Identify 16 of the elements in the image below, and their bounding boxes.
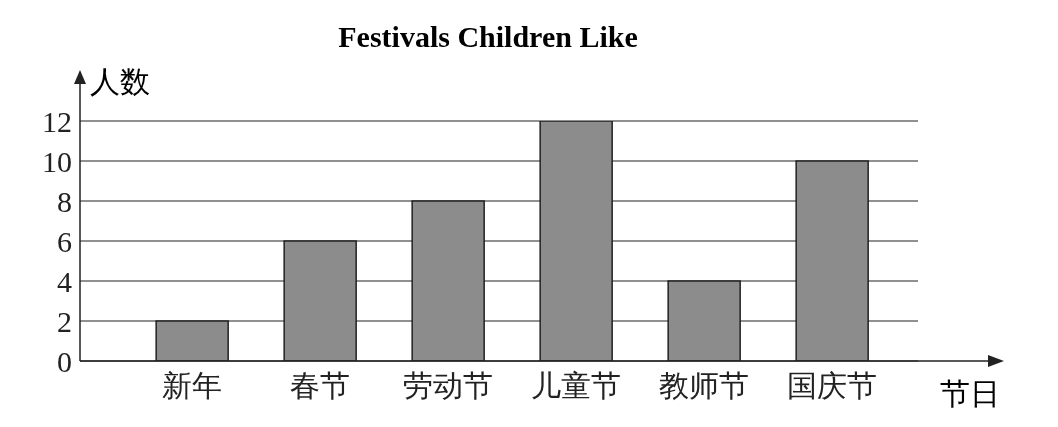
chart-title: Festivals Children Like (337, 20, 639, 54)
y-tick-label: 12 (42, 104, 72, 138)
x-tick-label: 教师节 (659, 369, 749, 403)
x-tick-label: 新年 (162, 369, 222, 403)
y-tick-label: 8 (57, 184, 72, 218)
y-axis-title: 人数 (90, 64, 150, 100)
y-tick-label: 2 (57, 304, 72, 338)
x-tick-label: 儿童节 (531, 369, 621, 403)
x-tick-label: 春节 (290, 369, 350, 403)
y-tick-label: 10 (42, 144, 72, 178)
x-tick-label: 国庆节 (787, 369, 877, 403)
x-axis-title: 节日 (940, 376, 1000, 412)
y-tick-label: 4 (57, 264, 72, 298)
y-tick-label: 6 (57, 224, 72, 258)
x-tick-label: 劳动节 (403, 369, 493, 403)
y-tick-label: 0 (57, 344, 72, 378)
